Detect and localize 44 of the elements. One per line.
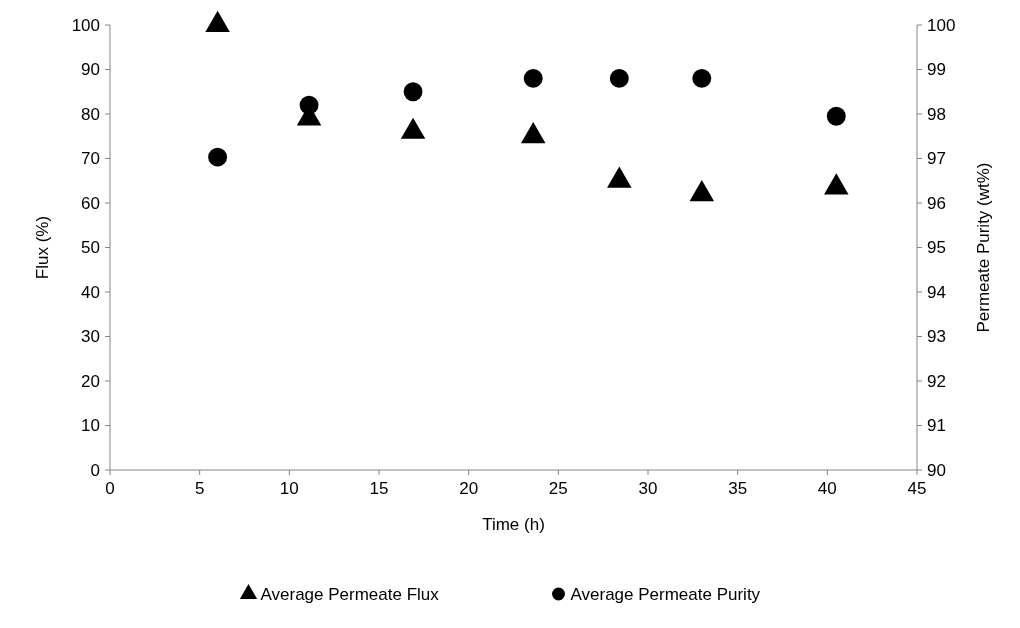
x-tick-label: 0 bbox=[105, 479, 115, 498]
x-tick-label: 40 bbox=[817, 479, 837, 498]
x-tick-label: 10 bbox=[279, 479, 299, 498]
x-tick-label: 30 bbox=[638, 479, 658, 498]
y-tick-label: 90 bbox=[81, 60, 100, 80]
y-tick-label: 40 bbox=[81, 282, 100, 302]
point bbox=[692, 68, 712, 88]
x-tick-label: 15 bbox=[369, 479, 389, 498]
y2-tick-label: 91 bbox=[927, 416, 946, 436]
point bbox=[826, 106, 846, 126]
y-tick-label: 80 bbox=[81, 104, 100, 124]
x-axis-title: Time (h) bbox=[482, 515, 545, 534]
y-tick-label: 50 bbox=[81, 238, 100, 258]
legend-label: Average Permeate Purity bbox=[570, 585, 761, 604]
x-tick-label: 20 bbox=[459, 479, 479, 498]
x-tick-label: 5 bbox=[194, 479, 205, 498]
y-tick-label: 0 bbox=[90, 460, 100, 480]
point bbox=[403, 82, 423, 102]
point bbox=[609, 68, 629, 88]
x-tick-label: 45 bbox=[907, 479, 927, 498]
point bbox=[523, 68, 543, 88]
point bbox=[208, 147, 228, 167]
y-tick-label: 20 bbox=[81, 371, 100, 391]
x-tick-label: 25 bbox=[548, 479, 568, 498]
y-axis-title: Flux (%) bbox=[33, 215, 52, 280]
y-tick-label: 60 bbox=[81, 193, 100, 213]
y2-tick-label: 92 bbox=[927, 371, 946, 391]
y2-tick-label: 97 bbox=[927, 149, 946, 169]
y2-tick-label: 93 bbox=[927, 327, 946, 347]
y2-axis-title: Permeate Purity (wt%) bbox=[974, 162, 993, 333]
x-tick-label: 35 bbox=[728, 479, 748, 498]
y2-tick-label: 99 bbox=[927, 60, 946, 80]
y2-tick-label: 98 bbox=[927, 104, 946, 124]
y2-tick-label: 100 bbox=[927, 15, 956, 35]
legend-label: Average Permeate Flux bbox=[260, 585, 440, 604]
y2-tick-label: 94 bbox=[927, 282, 946, 302]
y-tick-label: 30 bbox=[81, 327, 100, 347]
y-tick-label: 100 bbox=[71, 15, 100, 35]
y2-tick-label: 95 bbox=[927, 238, 946, 258]
y-tick-label: 10 bbox=[81, 416, 100, 436]
point bbox=[299, 95, 319, 115]
y-tick-label: 70 bbox=[81, 149, 100, 169]
y2-tick-label: 96 bbox=[927, 193, 946, 213]
y2-tick-label: 90 bbox=[927, 460, 946, 480]
